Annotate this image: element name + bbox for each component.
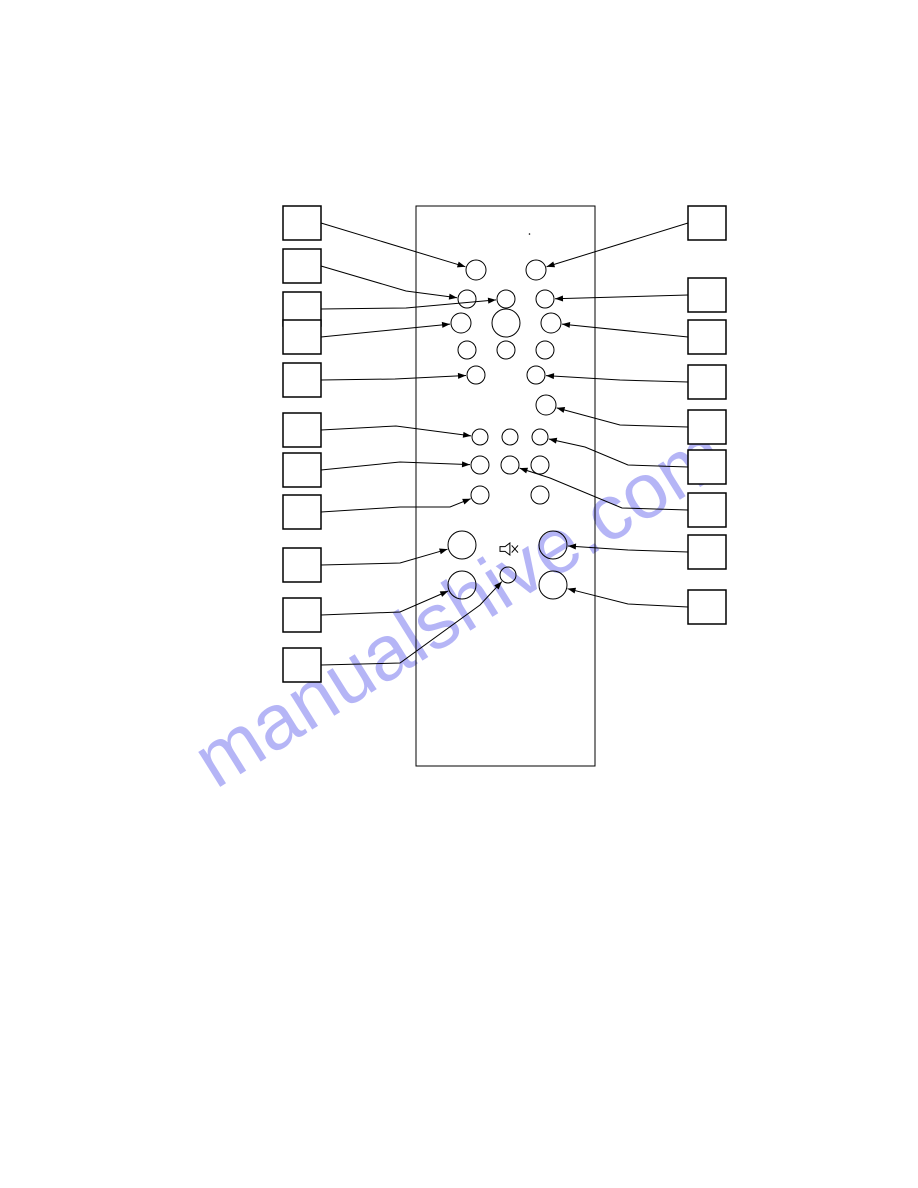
remote-button-b24 (539, 531, 567, 559)
remote-button-b22 (531, 486, 549, 504)
remote-button-b23 (448, 531, 476, 559)
callout-R3-arrowhead (562, 322, 570, 328)
remote-button-b11 (536, 341, 554, 359)
remote-button-b4 (497, 290, 515, 308)
callout-L9-line (321, 549, 448, 565)
callout-L5-line (321, 375, 466, 380)
remote-button-b9 (458, 341, 476, 359)
callout-L7-arrowhead (462, 461, 470, 467)
remote-button-b26 (448, 571, 476, 599)
callout-box-R8 (688, 535, 726, 569)
callout-R8-arrowhead (568, 544, 576, 550)
remote-button-b13 (527, 366, 545, 384)
callout-box-R3 (688, 320, 726, 354)
callout-box-L10 (283, 598, 321, 632)
callout-box-R2 (688, 278, 726, 312)
callout-L2-line (321, 266, 457, 298)
callout-box-R7 (688, 493, 726, 527)
remote-dot (529, 233, 531, 235)
callout-R2-line (555, 295, 688, 299)
remote-button-b25 (500, 567, 516, 583)
callout-R2-arrowhead (555, 295, 563, 301)
callout-box-L6 (283, 413, 321, 447)
callout-L2-arrowhead (449, 294, 457, 300)
callout-box-L8 (283, 495, 321, 529)
remote-button-b27 (539, 571, 567, 599)
callout-box-R4 (688, 365, 726, 399)
remote-button-b17 (532, 429, 548, 445)
callout-L11-line (321, 582, 502, 665)
callout-R5-arrowhead (557, 407, 566, 413)
diagram-svg (0, 0, 918, 1188)
remote-button-b6 (451, 313, 471, 333)
remote-button-b19 (501, 456, 519, 474)
callout-R6-line (549, 439, 688, 467)
remote-button-b12 (467, 366, 485, 384)
callout-R5-line (557, 408, 688, 427)
callout-L7-line (321, 462, 470, 470)
remote-button-b8 (541, 313, 561, 333)
remote-button-b5 (536, 290, 554, 308)
callout-box-L5 (283, 363, 321, 397)
remote-button-b1 (466, 260, 486, 280)
remote-button-b2 (526, 260, 546, 280)
remote-button-b16 (502, 429, 518, 445)
callout-L10-line (321, 591, 448, 615)
callout-box-R9 (688, 590, 726, 624)
callout-R7-arrowhead (520, 468, 529, 474)
remote-button-b14 (536, 395, 556, 415)
callout-R7-line (520, 468, 688, 510)
remote-button-b10 (497, 341, 515, 359)
remote-button-b20 (531, 456, 549, 474)
callout-box-L9 (283, 548, 321, 582)
callout-box-L2 (283, 249, 321, 283)
callout-box-R5 (688, 410, 726, 444)
callout-L1-arrowhead (457, 262, 466, 268)
callout-box-L1 (283, 206, 321, 240)
callout-R1-line (547, 223, 688, 267)
callout-L6-line (321, 426, 471, 436)
callout-L10-arrowhead (440, 591, 449, 597)
callout-R9-line (568, 589, 688, 607)
remote-button-b15 (472, 429, 488, 445)
callout-box-L11 (283, 648, 321, 682)
callout-R3-line (562, 324, 688, 337)
callout-L3-arrowhead (488, 298, 496, 304)
callout-L6-arrowhead (463, 432, 471, 438)
callout-L8-line (321, 499, 471, 512)
callout-L8-arrowhead (462, 499, 471, 505)
callout-box-L4 (283, 320, 321, 354)
callout-R4-arrowhead (546, 373, 554, 379)
remote-button-b3 (458, 290, 476, 308)
remote-button-b21 (471, 486, 489, 504)
callout-L9-arrowhead (439, 549, 448, 555)
callout-R1-arrowhead (547, 262, 556, 268)
callout-R9-arrowhead (568, 588, 576, 594)
callout-box-R6 (688, 450, 726, 484)
callout-L4-arrowhead (442, 322, 450, 328)
callout-R6-arrowhead (549, 438, 557, 444)
callout-L1-line (321, 223, 465, 267)
callout-R4-line (546, 376, 688, 382)
callout-L5-arrowhead (458, 373, 466, 379)
callout-box-L7 (283, 453, 321, 487)
mute-icon (500, 543, 518, 555)
callout-L4-line (321, 324, 450, 337)
remote-button-b18 (471, 456, 489, 474)
callout-box-R1 (688, 206, 726, 240)
remote-button-b7 (492, 309, 520, 337)
callout-R8-line (568, 546, 688, 552)
